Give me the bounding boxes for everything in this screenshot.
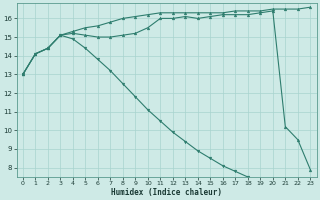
X-axis label: Humidex (Indice chaleur): Humidex (Indice chaleur) — [111, 188, 222, 197]
